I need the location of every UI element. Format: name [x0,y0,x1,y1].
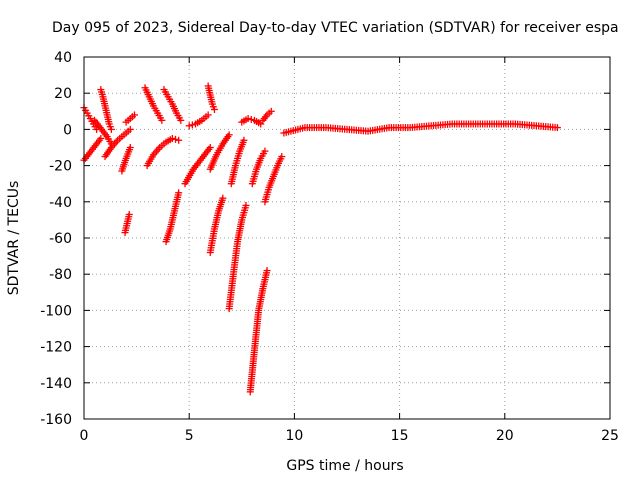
data-point [267,107,275,115]
y-tick-label: -140 [40,376,72,392]
y-tick-label: -100 [40,303,72,319]
data-point [125,210,133,218]
y-tick-label: -40 [49,195,72,211]
data-point-fill [247,115,255,123]
x-tick-label: 15 [391,428,409,444]
data-point [130,111,138,119]
data-point [261,147,269,155]
data-point [158,116,166,124]
data-point [553,124,561,132]
data-point [204,111,212,119]
data-point [219,194,227,202]
x-tick-label: 25 [601,428,619,444]
x-tick-label: 0 [80,428,89,444]
data-point-fill [188,121,196,129]
ticks: 0 5 10 15 20 25 40 20 0 -20 -40 -60 -80 -100 -120 -140 -… [40,50,619,444]
data-point [278,153,286,161]
data-point [206,144,214,151]
plot-frame [83,56,611,420]
data-point [210,105,218,113]
grid [84,57,610,419]
y-tick-label: 40 [54,50,72,66]
y-axis-label: SDTVAR / TECUs [6,181,22,296]
data-point [225,131,233,139]
data-point [240,136,248,144]
data-point [107,125,115,133]
x-tick-label: 20 [496,428,514,444]
data-point [242,201,250,209]
data-point [175,189,183,197]
chart-title: Day 095 of 2023, Sidereal Day-to-day VTE… [52,20,619,36]
data-point [168,134,176,142]
x-tick-label: 5 [185,428,194,444]
data-point [257,120,265,128]
data-point [263,267,271,275]
y-tick-label: -20 [49,159,72,175]
data-point [177,116,185,124]
y-tick-label: -160 [40,412,72,428]
y-tick-label: -60 [49,231,72,247]
data-point [185,122,193,130]
x-axis-label: GPS time / hours [286,458,403,474]
data-point [97,134,105,142]
data-point [244,115,252,123]
data-point [175,136,183,144]
x-tick-label: 10 [285,428,303,444]
y-tick-label: -120 [40,340,72,356]
y-tick-label: -80 [49,267,72,283]
data-point [126,125,134,133]
data-point-fill [172,135,180,143]
y-tick-label: 20 [54,86,72,102]
y-tick-label: 0 [63,122,72,138]
data-marks [80,82,561,396]
data-point [126,144,134,151]
